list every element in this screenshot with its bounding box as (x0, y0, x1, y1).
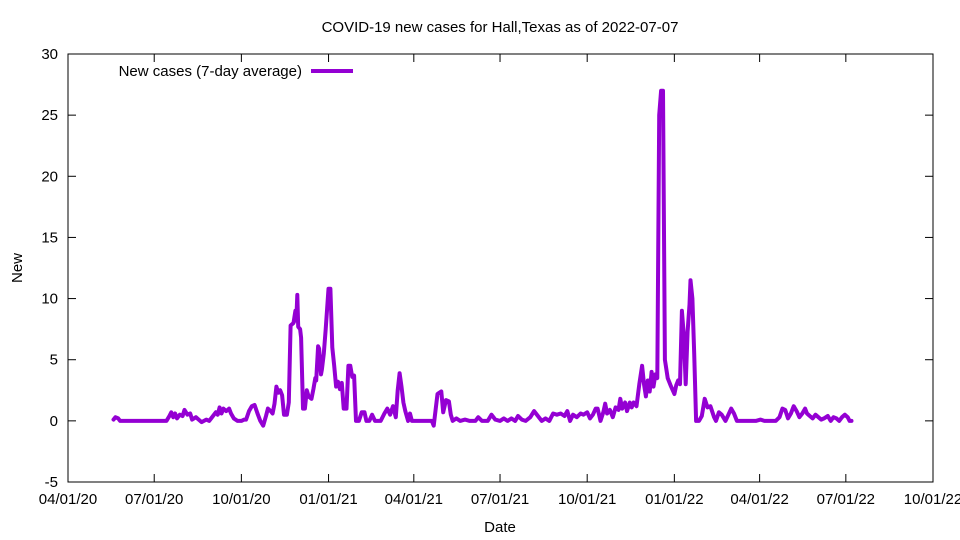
chart-title: COVID-19 new cases for Hall,Texas as of … (322, 19, 679, 36)
legend-label: New cases (7-day average) (119, 63, 302, 80)
x-tick-label: 04/01/20 (39, 491, 97, 508)
x-tick-label: 10/01/22 (904, 491, 960, 508)
y-tick-label: 20 (41, 168, 58, 185)
x-tick-label: 07/01/20 (125, 491, 183, 508)
y-tick-label: -5 (45, 474, 58, 491)
y-tick-label: 5 (50, 352, 58, 369)
y-tick-label: 15 (41, 229, 58, 246)
y-tick-label: 0 (50, 413, 58, 430)
y-axis-label: New (9, 253, 26, 283)
y-tick-label: 25 (41, 107, 58, 124)
x-axis: 04/01/20 07/01/20 10/01/20 01/01/21 04/01/21… (39, 54, 960, 508)
y-axis: -5 0 5 10 15 20 25 30 (41, 46, 933, 491)
x-tick-label: 01/01/21 (299, 491, 357, 508)
x-tick-label: 04/01/21 (385, 491, 443, 508)
x-axis-label: Date (484, 519, 516, 536)
x-tick-label: 10/01/21 (558, 491, 616, 508)
plot-area (111, 88, 854, 428)
y-tick-label: 10 (41, 291, 58, 308)
x-tick-label: 04/01/22 (730, 491, 788, 508)
x-tick-label: 01/01/22 (645, 491, 703, 508)
series-line (111, 88, 854, 428)
legend: New cases (7-day average) (119, 63, 353, 80)
x-tick-label: 07/01/21 (471, 491, 529, 508)
x-tick-label: 07/01/22 (817, 491, 875, 508)
x-tick-label: 10/01/20 (212, 491, 270, 508)
y-tick-label: 30 (41, 46, 58, 63)
plot-frame (67, 53, 934, 483)
